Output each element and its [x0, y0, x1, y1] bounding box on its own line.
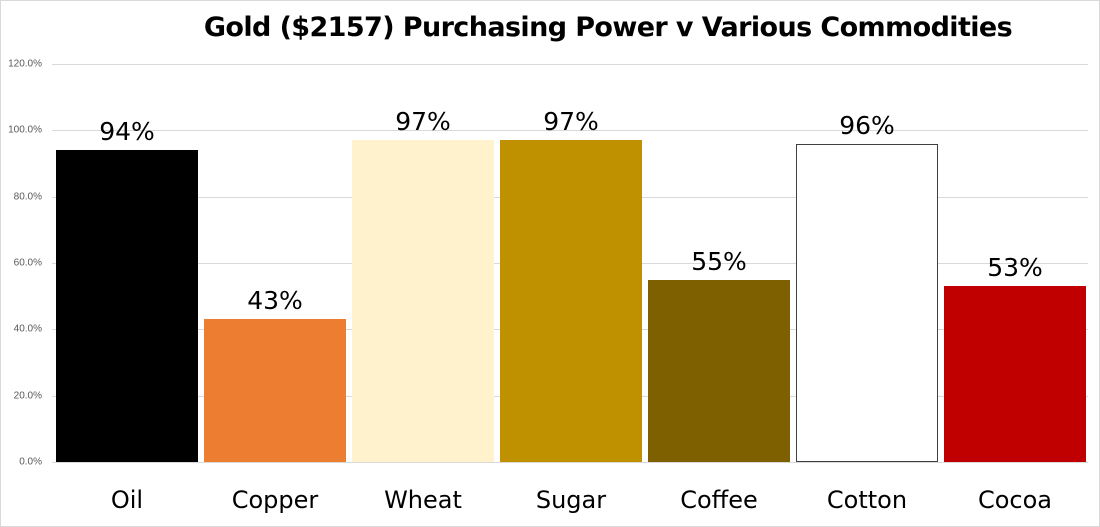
gridline — [52, 130, 1088, 132]
x-tick-label: Sugar — [535, 486, 607, 514]
y-tick-label: 60.0% — [13, 257, 42, 269]
y-tick-label: 40.0% — [13, 323, 42, 335]
data-label: 97% — [395, 107, 451, 137]
x-tick-label: Coffee — [680, 486, 758, 514]
gridline — [52, 462, 1088, 463]
plot-area — [52, 64, 1088, 463]
data-label: 94% — [99, 117, 155, 147]
bar-cotton — [796, 143, 938, 462]
bar-coffee — [648, 279, 790, 462]
data-label: 43% — [247, 286, 303, 316]
x-tick-label: Copper — [231, 486, 319, 514]
x-tick-label: Cotton — [826, 486, 908, 514]
x-tick-label: Oil — [110, 486, 144, 514]
y-tick-label: 0.0% — [19, 456, 42, 468]
bar-oil — [56, 150, 198, 462]
data-label: 55% — [691, 246, 747, 276]
y-tick-label: 120.0% — [8, 58, 42, 70]
bar-cocoa — [944, 286, 1086, 462]
y-tick-label: 80.0% — [13, 191, 42, 203]
y-tick-label: 100.0% — [8, 124, 42, 136]
gridline — [52, 64, 1088, 65]
x-tick-label: Wheat — [384, 486, 462, 514]
chart-title: Gold ($2157) Purchasing Power v Various … — [203, 12, 1013, 43]
data-label: 97% — [543, 107, 599, 137]
x-tick-label: Cocoa — [977, 486, 1053, 514]
bar-copper — [204, 319, 346, 462]
bar-wheat — [352, 140, 494, 462]
y-tick-label: 20.0% — [13, 390, 42, 402]
data-label: 53% — [987, 253, 1043, 283]
bar-sugar — [500, 140, 642, 462]
data-label: 96% — [839, 110, 895, 140]
